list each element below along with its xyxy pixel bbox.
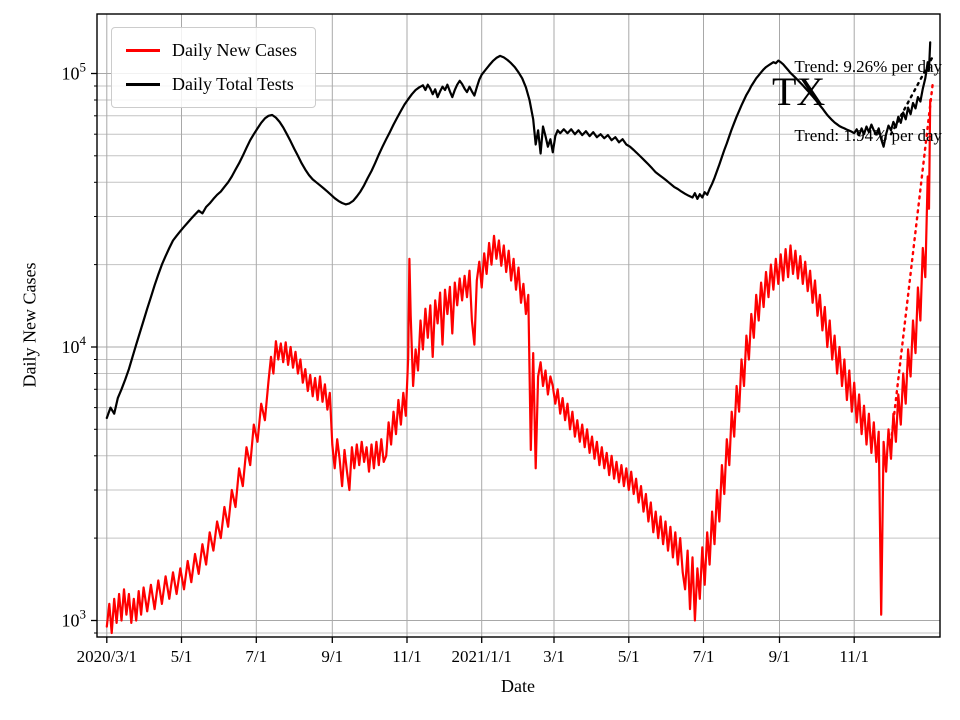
tests-trend-annotation: Trend: 1.94% per day <box>794 126 942 145</box>
series-line-daily-new-cases <box>105 98 932 635</box>
y-tick-label: 104 <box>62 333 87 357</box>
y-tick-label: 105 <box>62 60 87 84</box>
x-tick-label: 3/1 <box>543 647 565 666</box>
legend-item-daily-total-tests: Daily Total Tests <box>126 74 297 95</box>
cases-trend-annotation: Trend: 9.26% per day <box>794 57 942 76</box>
y-tick-label: 103 <box>62 607 87 631</box>
x-tick-label: 5/1 <box>618 647 640 666</box>
legend: Daily New Cases Daily Total Tests <box>111 27 316 108</box>
x-axis-label: Date <box>501 676 535 696</box>
x-tick-label: 7/1 <box>245 647 267 666</box>
red-line-swatch <box>126 49 160 52</box>
legend-label: Daily Total Tests <box>172 74 294 94</box>
black-line-swatch <box>126 83 160 86</box>
x-tick-label: 5/1 <box>171 647 193 666</box>
x-tick-label: 11/1 <box>392 647 422 666</box>
x-tick-label: 11/1 <box>839 647 869 666</box>
x-tick-label: 9/1 <box>321 647 343 666</box>
legend-label: Daily New Cases <box>172 40 297 60</box>
x-tick-label: 7/1 <box>693 647 715 666</box>
x-tick-label: 9/1 <box>769 647 791 666</box>
legend-item-daily-new-cases: Daily New Cases <box>126 40 297 61</box>
series-line-daily-total-tests <box>105 41 932 420</box>
state-code-label: TX <box>772 69 826 114</box>
y-axis-label: Daily New Cases <box>19 262 40 388</box>
x-tick-label: 2020/3/1 <box>77 647 137 666</box>
axes-frame <box>96 13 941 638</box>
x-tick-label: 2021/1/1 <box>451 647 511 666</box>
